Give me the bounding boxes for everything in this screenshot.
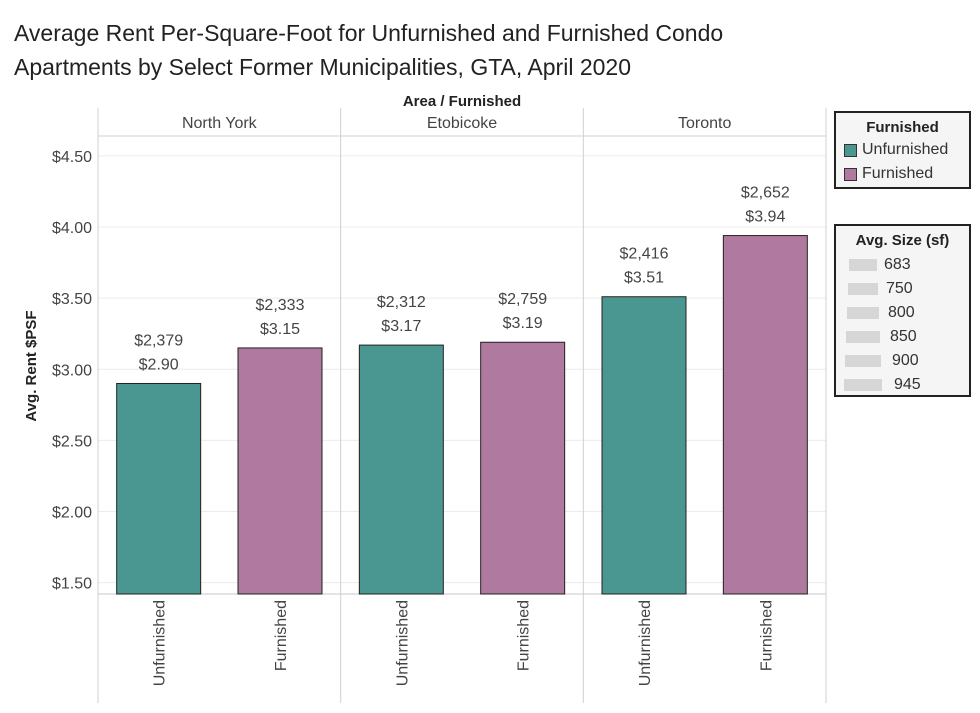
y-tick-label: $3.50: [52, 291, 92, 308]
size-legend-mark: [849, 259, 877, 271]
bar-rent-label: $2,333: [256, 297, 305, 314]
size-legend-item: 750: [836, 277, 969, 301]
x-tick-label: Unfurnished: [394, 600, 411, 686]
size-legend-mark: [848, 283, 878, 295]
bar-value-label: $2.90: [139, 356, 179, 373]
color-legend-item: Unfurnished: [836, 138, 969, 162]
legend-label: 945: [894, 376, 921, 393]
x-tick-label: Unfurnished: [152, 600, 169, 686]
legend-label: Furnished: [862, 165, 934, 182]
bar-furnished: [722, 235, 808, 595]
bar-rent-label: $2,759: [498, 291, 547, 308]
color-legend: Furnished Unfurnished Furnished: [834, 111, 971, 189]
panel-headers: North York Etobicoke Toronto: [182, 115, 731, 132]
panel-header-toronto: Toronto: [678, 115, 731, 132]
chart-title-line-1: Average Rent Per-Square-Foot for Unfurni…: [14, 20, 724, 46]
chart-title: Average Rent Per-Square-Foot for Unfurni…: [14, 16, 814, 84]
size-legend-item: 945: [836, 373, 969, 397]
bar-rent-label: $2,379: [134, 332, 183, 349]
y-tick-label: $4.00: [52, 220, 92, 237]
bar-labels: $2,379 $2.90 $2,333 $3.15 $2,312 $3.17 $2,759 $…: [134, 185, 790, 374]
bar-value-label: $3.19: [503, 315, 543, 332]
size-legend-mark: [847, 307, 879, 319]
y-tick-label: $1.50: [52, 576, 92, 593]
color-legend-title: Furnished: [866, 119, 939, 136]
size-legend: Avg. Size (sf) 683 750 800 850 900 945: [834, 224, 971, 397]
size-legend-items: 683 750 800 850 900 945: [836, 253, 969, 397]
bar-unfurnished: [358, 344, 444, 595]
legend-label: 900: [892, 352, 919, 369]
y-tick-label: $3.00: [52, 362, 92, 379]
gridlines: [98, 155, 826, 584]
legend-label: 800: [888, 304, 915, 321]
legend-label: 750: [886, 280, 913, 297]
panel-frames: [97, 108, 827, 703]
y-tick-label: $2.50: [52, 433, 92, 450]
bar-rent-label: $2,416: [620, 246, 669, 263]
size-legend-mark: [844, 379, 882, 391]
size-legend-title: Avg. Size (sf): [855, 232, 950, 249]
bar-value-label: $3.17: [381, 318, 421, 335]
y-axis-ticks: $1.50 $2.00 $2.50 $3.00 $3.50 $4.00 $4.50: [52, 149, 92, 593]
legend-label: 683: [884, 256, 911, 273]
bar-rent-label: $2,312: [377, 294, 426, 311]
x-tick-label: Furnished: [273, 600, 290, 671]
bar-unfurnished: [116, 382, 202, 595]
x-tick-label: Furnished: [758, 600, 775, 671]
size-legend-mark: [845, 355, 881, 367]
legend-swatch: [844, 167, 857, 181]
legend-label: 850: [890, 328, 917, 345]
x-axis-labels: Unfurnished Furnished Unfurnished Furnished…: [152, 600, 776, 686]
y-tick-label: $2.00: [52, 505, 92, 522]
bar-value-label: $3.94: [745, 209, 785, 226]
bar-furnished: [237, 347, 323, 595]
bar-value-label: $3.15: [260, 321, 300, 338]
size-legend-item: 900: [836, 349, 969, 373]
size-legend-item: 800: [836, 301, 969, 325]
size-legend-item: 683: [836, 253, 969, 277]
size-legend-item: 850: [836, 325, 969, 349]
bar-furnished: [480, 341, 566, 595]
bars: [116, 235, 808, 595]
x-tick-label: Furnished: [516, 600, 533, 671]
bar-rent-label: $2,652: [741, 185, 790, 202]
y-tick-label: $4.50: [52, 149, 92, 166]
panel-header-north-york: North York: [182, 115, 258, 132]
bar-unfurnished: [601, 296, 687, 595]
chart-title-line-2: Apartments by Select Former Municipaliti…: [14, 54, 631, 80]
legend-swatch: [844, 143, 857, 157]
size-legend-mark: [846, 331, 880, 343]
color-legend-item: Furnished: [836, 162, 969, 186]
column-header: Area / Furnished: [403, 93, 521, 110]
y-axis-label: Avg. Rent $PSF: [23, 310, 40, 421]
legend-label: Unfurnished: [862, 141, 949, 158]
x-tick-label: Unfurnished: [637, 600, 654, 686]
bar-value-label: $3.51: [624, 270, 664, 287]
color-legend-items: Unfurnished Furnished: [836, 138, 969, 186]
panel-header-etobicoke: Etobicoke: [427, 115, 497, 132]
